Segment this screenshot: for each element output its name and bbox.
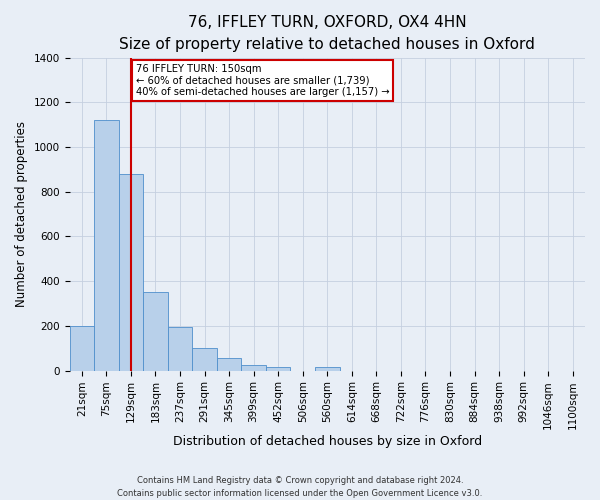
X-axis label: Distribution of detached houses by size in Oxford: Distribution of detached houses by size … (173, 434, 482, 448)
Bar (192, 348, 217, 370)
Bar (315, 367, 340, 370)
Bar (94, 120, 119, 370)
Bar (119, 174, 143, 370)
Bar (70, 326, 94, 370)
Title: 76, IFFLEY TURN, OXFORD, OX4 4HN
Size of property relative to detached houses in: 76, IFFLEY TURN, OXFORD, OX4 4HN Size of… (119, 15, 535, 52)
Bar (168, 327, 192, 370)
Bar (241, 365, 266, 370)
Text: Contains HM Land Registry data © Crown copyright and database right 2024.
Contai: Contains HM Land Registry data © Crown c… (118, 476, 482, 498)
Text: 76 IFFLEY TURN: 150sqm
← 60% of detached houses are smaller (1,739)
40% of semi-: 76 IFFLEY TURN: 150sqm ← 60% of detached… (136, 64, 389, 98)
Bar (143, 292, 168, 370)
Y-axis label: Number of detached properties: Number of detached properties (15, 121, 28, 307)
Bar (266, 367, 290, 370)
Bar (217, 358, 241, 370)
